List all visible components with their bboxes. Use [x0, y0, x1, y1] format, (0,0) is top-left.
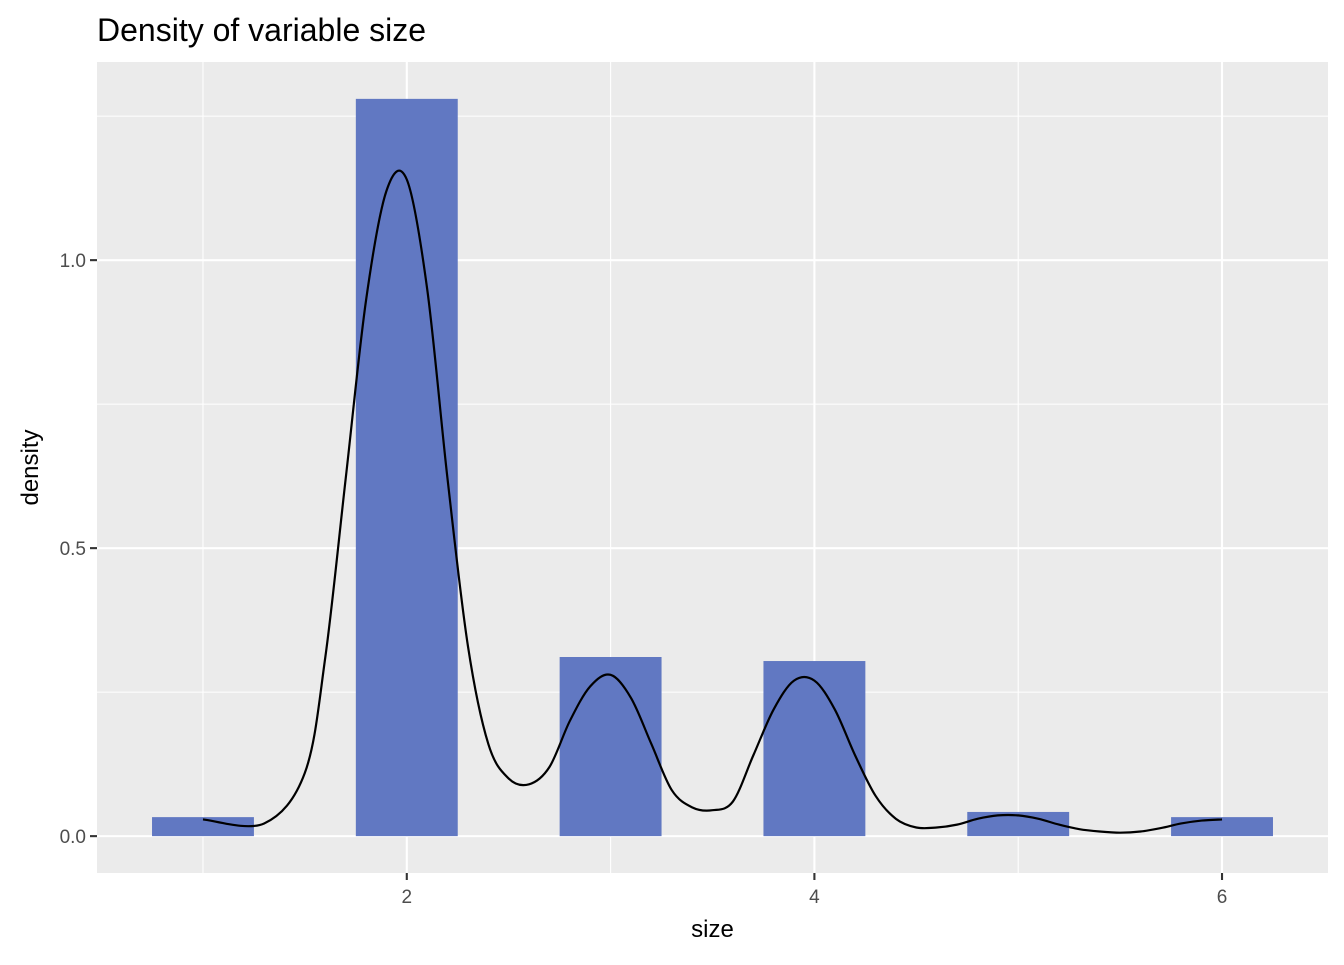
histogram-bar	[355, 98, 458, 837]
plot-panel	[97, 62, 1328, 873]
x-tick-label: 2	[401, 887, 412, 908]
density-curve-layer	[202, 169, 1223, 834]
x-axis: 2 4 6	[401, 873, 1227, 908]
y-tick-label: 0.0	[60, 827, 86, 848]
density-curve	[202, 169, 1223, 834]
y-axis-label: density	[17, 429, 44, 505]
histogram-bar	[763, 661, 866, 837]
y-tick-label: 0.5	[60, 539, 86, 560]
y-tick-label: 1.0	[60, 251, 86, 272]
histogram-bars	[152, 98, 1273, 837]
chart-title: Density of variable size	[97, 12, 426, 48]
x-tick-label: 6	[1217, 887, 1228, 908]
y-axis: 0.0 0.5 1.0	[60, 251, 97, 848]
x-tick-label: 4	[809, 887, 820, 908]
histogram-bar	[152, 817, 254, 837]
histogram-bar	[559, 657, 662, 837]
x-axis-label: size	[691, 916, 734, 943]
